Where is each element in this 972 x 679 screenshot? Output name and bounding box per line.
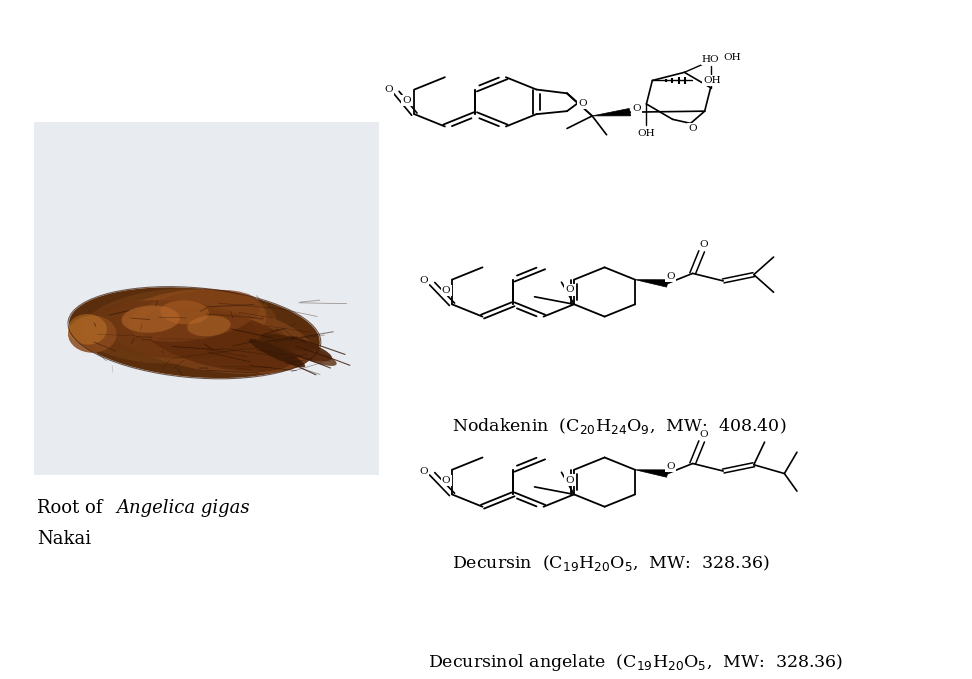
Text: O: O	[699, 430, 708, 439]
Text: Decursinol angelate  (C$_{19}$H$_{20}$O$_{5}$,  MW:  328.36): Decursinol angelate (C$_{19}$H$_{20}$O$_…	[428, 652, 843, 673]
Text: Angelica gigas: Angelica gigas	[117, 499, 250, 517]
Ellipse shape	[140, 307, 297, 372]
Text: O: O	[402, 96, 411, 105]
Text: O: O	[384, 85, 393, 94]
Ellipse shape	[68, 315, 117, 353]
Ellipse shape	[105, 298, 313, 374]
Ellipse shape	[160, 300, 209, 325]
Ellipse shape	[286, 343, 336, 366]
Text: Nakai: Nakai	[37, 530, 91, 548]
Text: OH: OH	[723, 52, 741, 62]
Text: O: O	[442, 476, 450, 485]
Ellipse shape	[122, 306, 180, 333]
Text: O: O	[419, 466, 428, 475]
Ellipse shape	[68, 314, 107, 344]
Ellipse shape	[260, 334, 332, 361]
Ellipse shape	[69, 287, 320, 378]
Text: O: O	[688, 124, 697, 133]
Text: O: O	[578, 98, 587, 107]
Ellipse shape	[249, 339, 305, 367]
Polygon shape	[635, 280, 669, 287]
Ellipse shape	[83, 289, 277, 363]
Ellipse shape	[113, 289, 266, 356]
Text: O: O	[666, 462, 675, 471]
Text: O: O	[699, 240, 708, 249]
Text: O: O	[633, 104, 642, 113]
Text: O: O	[442, 286, 450, 295]
Polygon shape	[635, 470, 669, 477]
Text: Decursin  (C$_{19}$H$_{20}$O$_{5}$,  MW:  328.36): Decursin (C$_{19}$H$_{20}$O$_{5}$, MW: 3…	[452, 553, 770, 573]
Polygon shape	[592, 109, 631, 116]
Text: OH: OH	[638, 129, 655, 138]
Text: O: O	[666, 272, 675, 281]
Text: O: O	[419, 276, 428, 285]
Text: O: O	[565, 285, 573, 295]
Text: O: O	[565, 475, 573, 485]
Text: Root of: Root of	[37, 499, 108, 517]
FancyBboxPatch shape	[34, 122, 379, 475]
Ellipse shape	[188, 316, 230, 336]
Ellipse shape	[83, 300, 258, 359]
Ellipse shape	[128, 290, 260, 342]
Text: HO: HO	[702, 55, 719, 64]
Ellipse shape	[259, 335, 315, 351]
Text: OH: OH	[704, 76, 721, 85]
Text: Nodakenin  (C$_{20}$H$_{24}$O$_{9}$,  MW:  408.40): Nodakenin (C$_{20}$H$_{24}$O$_{9}$, MW: …	[452, 416, 786, 435]
